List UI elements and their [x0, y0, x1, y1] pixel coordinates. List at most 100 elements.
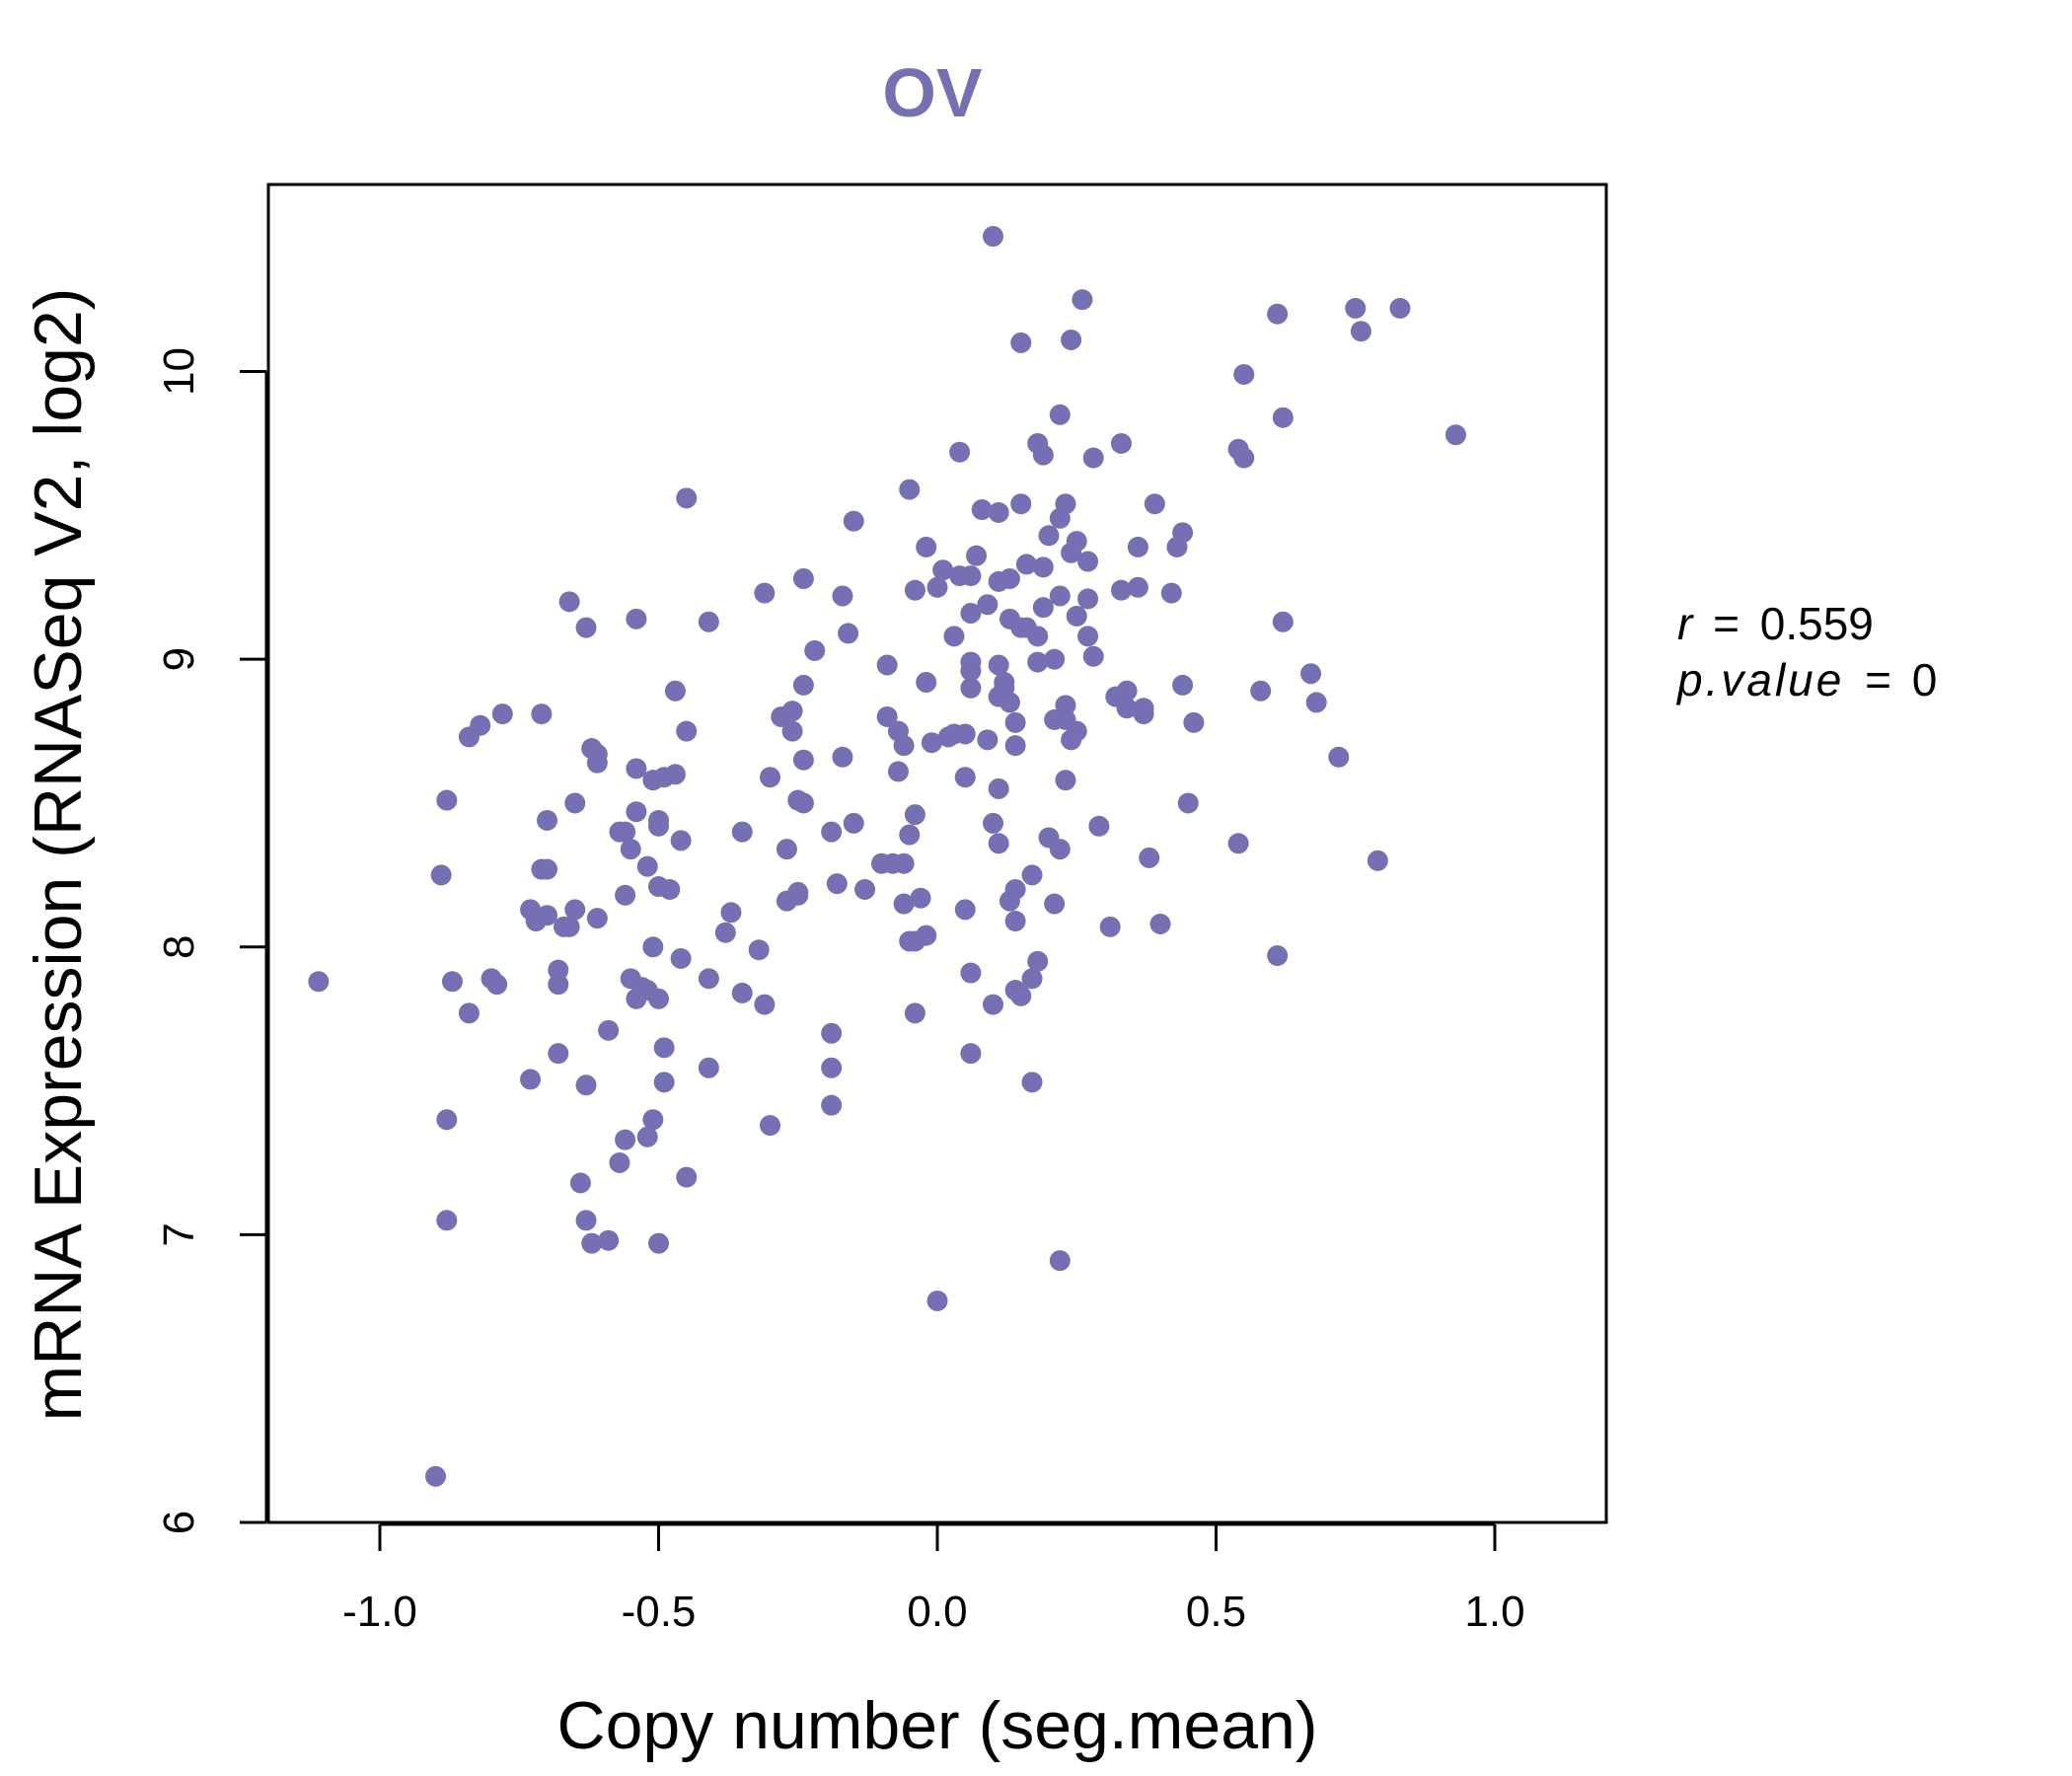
data-point	[821, 1022, 843, 1044]
data-point	[960, 1043, 982, 1065]
data-point	[792, 674, 814, 696]
x-tick-label: 1.0	[1464, 1588, 1524, 1636]
data-point	[954, 723, 976, 745]
data-point	[949, 441, 971, 463]
data-point	[564, 792, 586, 814]
data-point	[1077, 588, 1099, 610]
data-point	[954, 899, 976, 921]
data-point	[670, 830, 692, 851]
data-points	[308, 225, 1466, 1487]
x-axis-title: Copy number (seg.mean)	[556, 1688, 1317, 1763]
data-point	[586, 752, 608, 774]
data-point	[1021, 1072, 1043, 1093]
data-point	[698, 611, 719, 632]
data-point	[425, 1465, 446, 1487]
data-point	[1049, 1250, 1071, 1272]
data-point	[1328, 746, 1350, 768]
data-point	[1044, 893, 1066, 915]
data-point	[904, 1002, 925, 1024]
r-statistic: r = 0.559	[1677, 598, 1874, 649]
data-point	[1044, 648, 1066, 670]
data-point	[1010, 985, 1032, 1006]
data-point	[887, 761, 909, 782]
data-point	[988, 654, 1009, 676]
data-point	[609, 1151, 630, 1173]
data-point	[1004, 735, 1026, 757]
data-point	[899, 824, 921, 846]
data-point	[988, 833, 1009, 854]
data-point	[832, 585, 853, 607]
data-point	[308, 971, 330, 993]
data-point	[966, 545, 988, 566]
data-point	[575, 617, 597, 638]
data-point	[575, 1210, 597, 1231]
data-point	[1049, 585, 1071, 607]
data-point	[1250, 680, 1272, 702]
data-point	[575, 1074, 597, 1096]
data-point	[615, 1129, 636, 1150]
data-point	[1072, 289, 1093, 311]
p-equals: =	[1865, 654, 1891, 705]
chart-title: OV	[882, 54, 982, 131]
data-point	[1038, 525, 1060, 547]
data-point	[441, 971, 463, 993]
data-point	[1066, 531, 1087, 553]
data-point	[1345, 297, 1367, 319]
data-point	[698, 1057, 719, 1078]
data-point	[1032, 556, 1054, 578]
data-point	[1444, 424, 1466, 446]
data-point	[1004, 911, 1026, 932]
data-point	[430, 864, 452, 886]
data-point	[932, 559, 954, 581]
data-point	[760, 1115, 780, 1137]
data-point	[1010, 332, 1032, 353]
data-point	[537, 905, 557, 926]
x-tick-label: 0.0	[907, 1588, 967, 1636]
data-point	[787, 881, 809, 903]
data-point	[1088, 815, 1110, 837]
data-point	[1127, 576, 1148, 598]
data-point	[821, 1094, 843, 1116]
data-point	[491, 703, 513, 725]
data-point	[436, 789, 458, 811]
stats-annotation: r = 0.559 p.value = 0	[1675, 598, 1937, 705]
data-point	[899, 479, 921, 500]
data-point	[615, 821, 636, 843]
data-point	[586, 908, 608, 929]
data-point	[1116, 680, 1138, 702]
data-point	[1350, 321, 1371, 342]
data-point	[916, 925, 937, 946]
data-point	[988, 777, 1009, 799]
data-point	[916, 671, 937, 693]
data-point	[960, 660, 982, 682]
data-point	[792, 792, 814, 814]
data-point	[548, 1043, 569, 1065]
data-point	[748, 939, 770, 961]
data-point	[1367, 850, 1388, 871]
x-tick-label: -1.0	[342, 1588, 417, 1636]
data-point	[581, 1232, 603, 1254]
data-point	[598, 1019, 620, 1041]
data-point	[1183, 711, 1205, 733]
data-point	[1227, 833, 1249, 854]
data-point	[548, 959, 569, 981]
y-tick-label: 9	[155, 647, 203, 671]
data-point	[1133, 698, 1154, 719]
data-point	[1149, 913, 1171, 934]
data-point	[659, 878, 681, 900]
data-point	[1139, 847, 1160, 868]
data-point	[781, 720, 803, 742]
data-point	[1127, 536, 1148, 557]
data-point	[626, 801, 647, 823]
data-point	[843, 510, 864, 532]
data-point	[876, 654, 898, 676]
data-point	[676, 1166, 698, 1188]
data-point	[1305, 692, 1327, 713]
data-point	[832, 746, 853, 768]
data-point	[1004, 878, 1026, 900]
data-point	[999, 692, 1020, 713]
data-point	[569, 1172, 591, 1194]
data-point	[876, 705, 898, 727]
data-point	[648, 988, 669, 1009]
